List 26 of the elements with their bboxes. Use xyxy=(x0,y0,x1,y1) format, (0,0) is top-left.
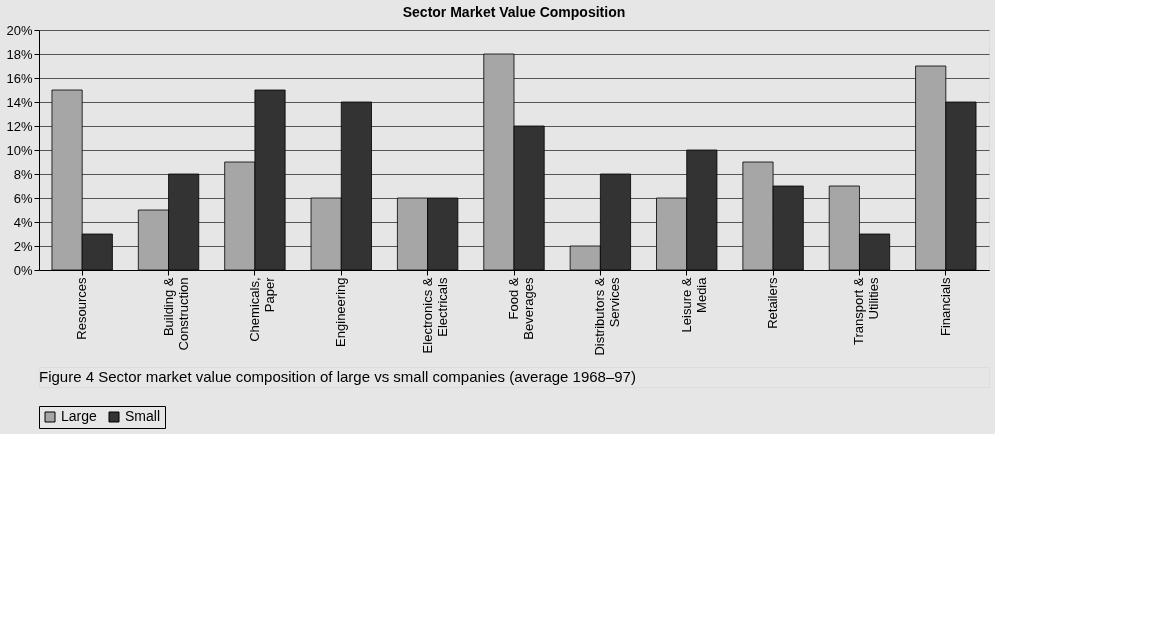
x-tick-label: Building & Construction xyxy=(160,277,191,351)
x-tick-label: Financials xyxy=(937,277,953,337)
chart-title: Sector Market Value Composition xyxy=(402,4,626,20)
x-tick-label: Chemicals, Paper xyxy=(246,276,277,342)
y-tick-label: 2% xyxy=(13,238,33,254)
x-tick-label: Electronics & Electricals xyxy=(419,277,450,354)
y-tick-label: 12% xyxy=(6,118,33,134)
caption: Figure 4 Sector market value composition of large vs small companies (average 1968–97) xyxy=(39,368,636,385)
y-tick-label: 16% xyxy=(6,70,33,86)
x-tick-label: Food & Beverages xyxy=(506,277,536,340)
x-tick-label: Transport & Utilities xyxy=(851,277,882,345)
y-tick-label: 18% xyxy=(6,46,33,62)
y-tick-label: 14% xyxy=(6,94,33,110)
x-tick-label: Leisure & Media xyxy=(678,276,709,333)
y-tick-label: 20% xyxy=(6,22,33,38)
x-tick-label: Engineering xyxy=(333,277,349,347)
legend-label: Small xyxy=(125,408,161,424)
x-tick-label: Retailers xyxy=(765,277,781,329)
y-tick-label: 0% xyxy=(13,262,33,278)
x-tick-label: Distributors & Services xyxy=(592,277,623,356)
y-tick-label: 10% xyxy=(6,142,33,158)
x-tick-label: Resources xyxy=(74,277,90,340)
y-tick-label: 6% xyxy=(13,190,33,206)
y-tick-label: 4% xyxy=(13,214,33,230)
legend-label: Large xyxy=(61,408,98,424)
y-tick-label: 8% xyxy=(13,166,33,182)
